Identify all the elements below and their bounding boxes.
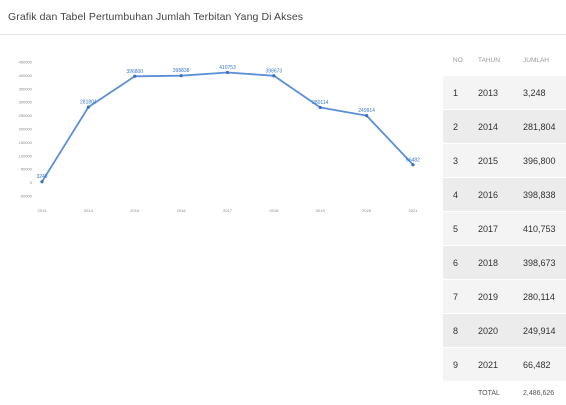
data-label: 398838 [173, 68, 190, 74]
cell-jumlah: 249,914 [513, 313, 566, 348]
data-table: NO TAHUN JUMLAH 1 2013 3,248 2 2014 281,… [443, 44, 566, 405]
data-point [133, 74, 137, 78]
data-labels: 3248 281804 396800 398838 410753 398673 280114… [36, 65, 420, 180]
y-tick-label: 350000 [19, 86, 33, 91]
data-label: 66482 [406, 157, 420, 163]
x-tick-label: 2021 [409, 208, 419, 213]
cell-tahun: 2018 [468, 245, 513, 280]
cell-tahun: 2019 [468, 279, 513, 314]
y-tick-label: 400000 [19, 73, 33, 78]
x-tick-label: 2017 [223, 208, 233, 213]
data-label: 249914 [358, 108, 375, 114]
line-chart: 450000 400000 350000 300000 250000 200000 1500… [19, 60, 421, 214]
x-tick-label: 2016 [177, 208, 187, 213]
x-tick-label: 2019 [316, 208, 326, 213]
data-label: 398673 [266, 68, 283, 74]
x-axis-ticks: 2013 2014 2015 2016 2017 2018 2019 2020 2021 [38, 208, 419, 213]
data-point [365, 114, 369, 118]
line-chart-panel: 450000 400000 350000 300000 250000 200000 1500… [8, 40, 428, 380]
data-label: 281804 [80, 100, 97, 106]
y-axis-ticks: 450000 400000 350000 300000 250000 200000 1500… [19, 60, 33, 199]
cell-no: 6 [443, 245, 468, 280]
x-tick-label: 2015 [130, 208, 140, 213]
y-tick-label: 50000 [21, 167, 33, 172]
table-row: 1 2013 3,248 [443, 76, 566, 110]
y-tick-label: 250000 [19, 113, 33, 118]
cell-jumlah: 281,804 [513, 109, 566, 144]
series-line-layer [41, 71, 414, 183]
cell-jumlah: 410,753 [513, 211, 566, 246]
table-row: 6 2018 398,673 [443, 245, 566, 280]
header-no: NO [443, 44, 468, 76]
y-tick-label: 450000 [19, 60, 33, 65]
header-jumlah: JUMLAH [513, 44, 566, 76]
y-tick-label: 150000 [19, 140, 33, 145]
table-row: 2 2014 281,804 [443, 109, 566, 144]
cell-tahun: 2016 [468, 177, 513, 212]
data-point [318, 105, 322, 110]
cell-no: 2 [443, 109, 468, 144]
x-tick-label: 2020 [362, 208, 372, 213]
page-title: Grafik dan Tabel Pertumbuhan Jumlah Terb… [8, 11, 304, 23]
table-row: 8 2020 249,914 [443, 313, 566, 348]
cell-tahun: 2015 [468, 143, 513, 178]
cell-tahun: 2021 [468, 347, 513, 382]
table-header-row: NO TAHUN JUMLAH [443, 44, 566, 76]
cell-no: 5 [443, 211, 468, 246]
y-tick-label: 300000 [19, 100, 33, 105]
cell-tahun: 2017 [468, 211, 513, 246]
cell-jumlah: 280,114 [513, 279, 566, 314]
cell-no: 9 [443, 347, 468, 382]
cell-tahun: 2014 [468, 109, 513, 144]
total-label: TOTAL [468, 381, 513, 405]
total-value: 2,486,626 [513, 381, 566, 405]
cell-jumlah: 66,482 [513, 347, 566, 382]
table-row: 5 2017 410,753 [443, 211, 566, 246]
table-total-row: TOTAL 2,486,626 [443, 381, 566, 405]
cell-tahun: 2013 [468, 76, 513, 110]
title-divider [0, 34, 566, 35]
table-row: 7 2019 280,114 [443, 279, 566, 314]
data-label: 3248 [36, 174, 47, 180]
cell-jumlah: 398,838 [513, 177, 566, 212]
header-tahun: TAHUN [468, 44, 513, 76]
table-row: 3 2015 396,800 [443, 143, 566, 178]
cell-jumlah: 3,248 [513, 76, 566, 110]
cell-no: 3 [443, 143, 468, 178]
y-tick-label: 200000 [19, 127, 33, 132]
table-row: 4 2016 398,838 [443, 177, 566, 212]
data-table-panel: NO TAHUN JUMLAH 1 2013 3,248 2 2014 281,… [443, 44, 566, 405]
data-label: 280114 [312, 100, 329, 106]
cell-no: 4 [443, 177, 468, 212]
data-point [179, 74, 183, 78]
data-label: 410753 [219, 65, 236, 71]
cell-tahun: 2020 [468, 313, 513, 348]
data-point [86, 105, 90, 109]
y-tick-label: 100000 [19, 153, 33, 158]
series-line [41, 71, 414, 183]
cell-jumlah: 398,673 [513, 245, 566, 280]
data-point [411, 163, 415, 167]
cell-no: 8 [443, 313, 468, 348]
total-spacer [443, 381, 468, 405]
x-tick-label: 2014 [84, 208, 94, 213]
y-tick-label: -50000 [20, 194, 33, 199]
data-point [225, 70, 230, 75]
x-tick-label: 2013 [38, 208, 48, 213]
table-row: 9 2021 66,482 [443, 347, 566, 382]
x-tick-label: 2018 [269, 208, 279, 213]
cell-no: 1 [443, 76, 468, 110]
cell-no: 7 [443, 279, 468, 314]
series-points [40, 70, 415, 184]
y-tick-label: 0 [30, 180, 33, 185]
data-point [40, 180, 44, 184]
data-label: 396800 [126, 69, 143, 75]
data-point [272, 74, 276, 78]
cell-jumlah: 396,800 [513, 143, 566, 178]
